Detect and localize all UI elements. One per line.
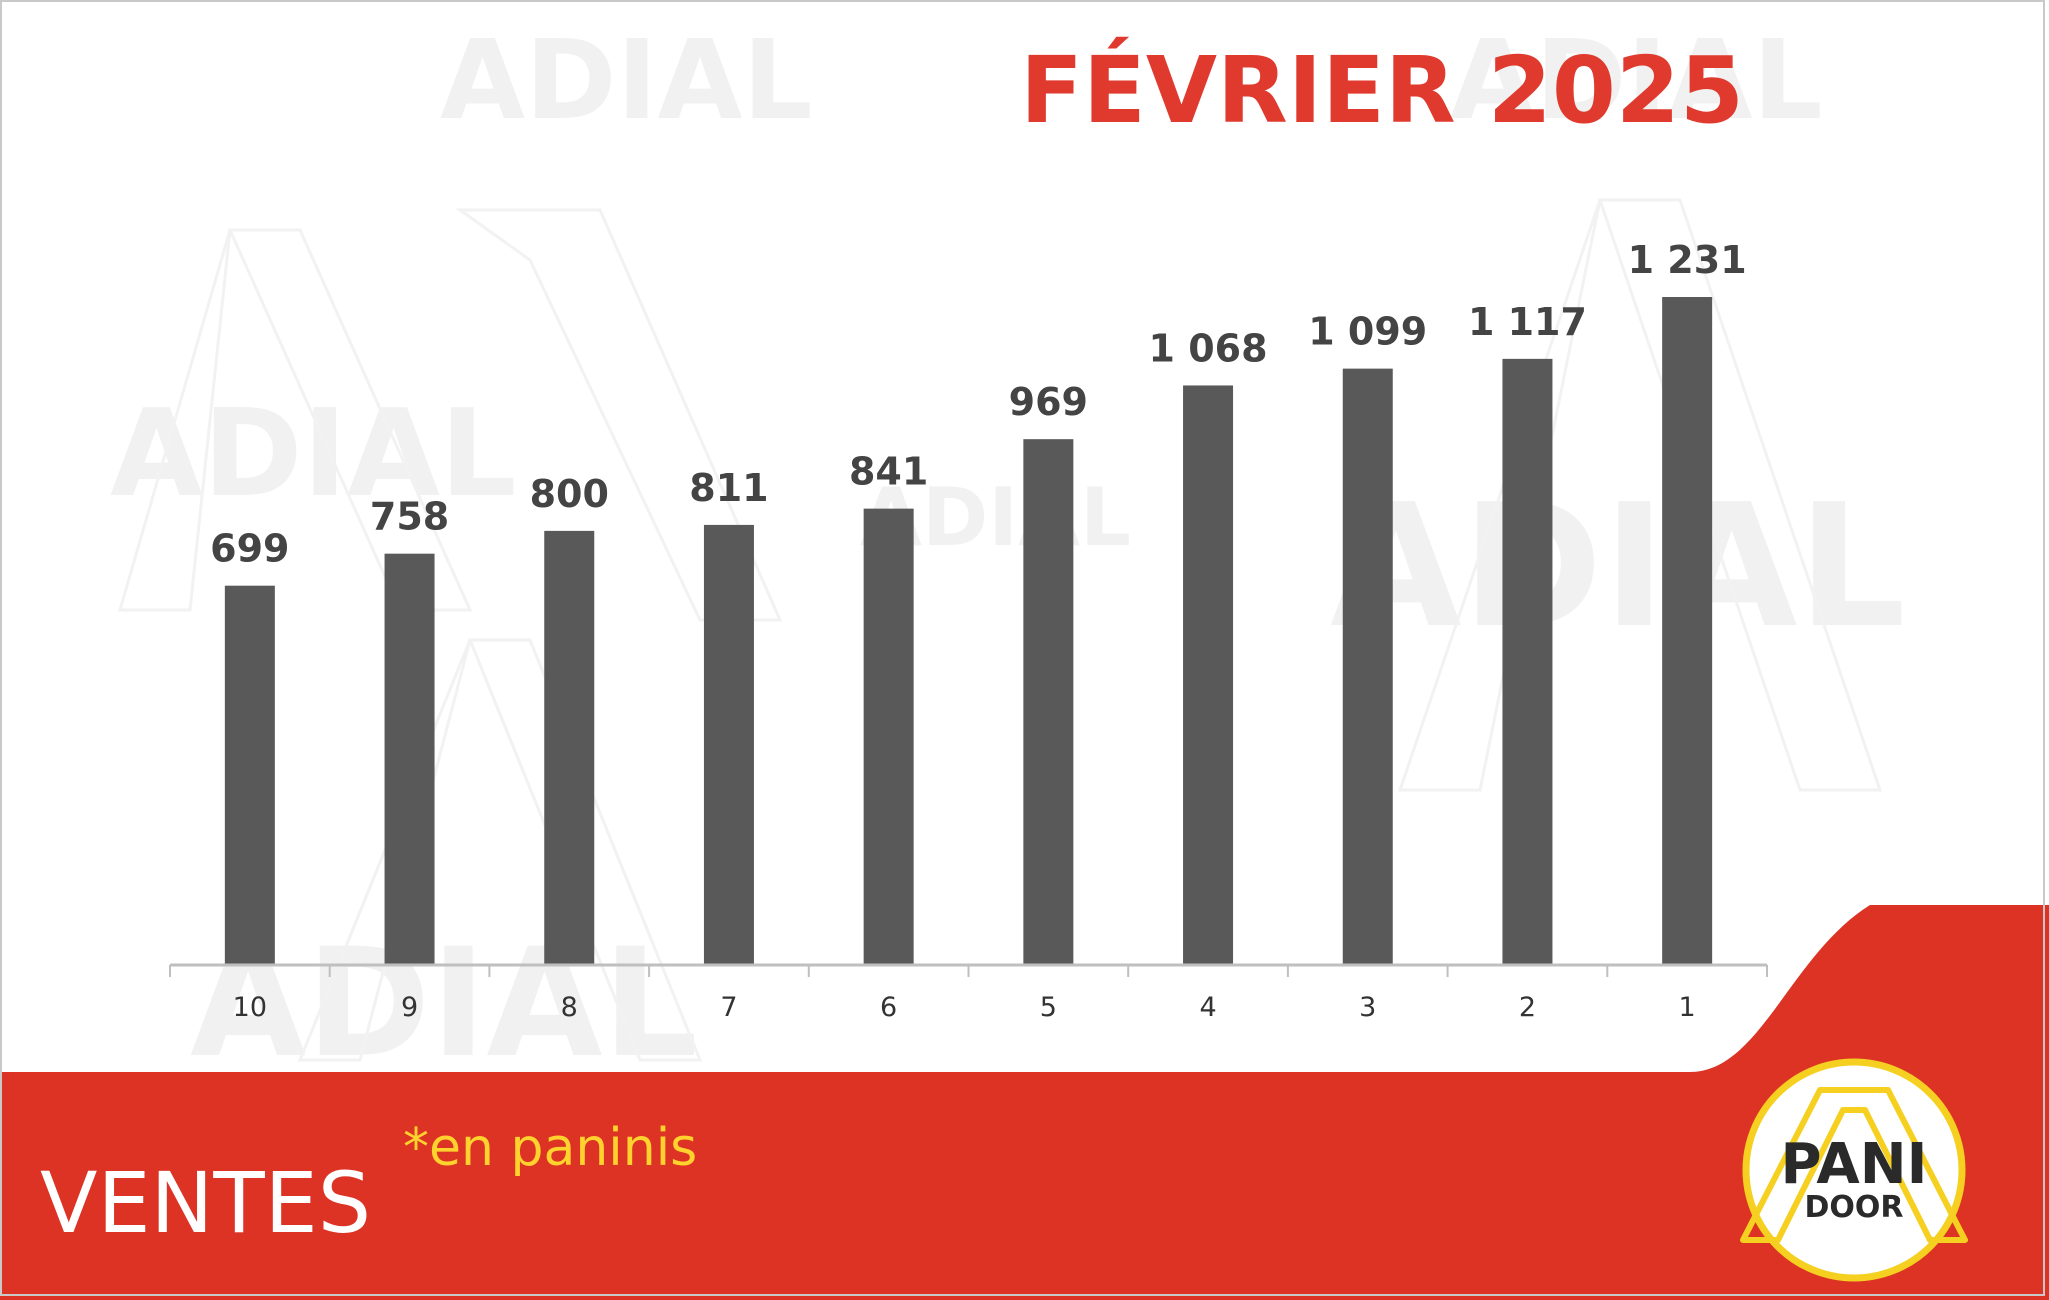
bar <box>703 524 754 965</box>
x-tick-label: 1 <box>1679 992 1696 1023</box>
bar <box>384 553 435 965</box>
bar-value-label: 1 231 <box>1628 238 1747 282</box>
bar <box>863 508 914 965</box>
footer-banner <box>0 905 2049 1300</box>
logo-text-top: PANI <box>1781 1132 1928 1197</box>
bar <box>1662 297 1713 965</box>
x-tick-label: 2 <box>1519 992 1536 1023</box>
bar-value-label: 811 <box>689 466 768 510</box>
x-tick-label: 5 <box>1040 992 1057 1023</box>
x-tick-label: 3 <box>1359 992 1376 1023</box>
watermark-text: ADIAL <box>1330 468 1906 666</box>
watermark-layer: ADIAL ADIAL ADIAL ADIAL ADIAL ADIAL <box>110 16 1906 1091</box>
x-tick-label: 7 <box>720 992 737 1023</box>
bar <box>544 530 595 965</box>
logo-ring <box>1742 1058 1966 1282</box>
bar <box>1023 439 1074 965</box>
logo-a-shape <box>1740 1087 1968 1243</box>
watermark-text: ADIAL <box>440 16 813 144</box>
x-tick-label: 8 <box>561 992 578 1023</box>
x-axis-tick-group <box>169 965 1768 977</box>
bar <box>1183 385 1234 965</box>
bar-value-label: 699 <box>210 527 289 571</box>
watermark-logo-shape <box>118 228 473 612</box>
footer-label: VENTES <box>40 1154 371 1252</box>
bar-group <box>224 297 1713 965</box>
bar <box>224 585 275 965</box>
footer-note: *en paninis <box>403 1118 697 1178</box>
bar-value-label: 1 117 <box>1468 300 1587 344</box>
chart-title: FÉVRIER 2025 <box>1020 36 1744 144</box>
bar <box>1502 358 1553 965</box>
watermark-text: ADIAL <box>110 385 516 524</box>
value-label-group: 699 758 800 811 841 969 1 068 1 099 1 117 1 231 <box>210 238 1746 571</box>
bar-value-label: 841 <box>849 450 928 494</box>
logo-text-bottom: DOOR <box>1804 1190 1903 1225</box>
x-tick-label: 9 <box>401 992 418 1023</box>
x-axis-label-group: 10 9 8 7 6 5 4 3 2 1 <box>233 992 1696 1023</box>
watermark-text: ADIAL <box>1450 16 1823 144</box>
x-tick-label: 4 <box>1199 992 1216 1023</box>
bar-value-label: 1 068 <box>1149 326 1268 370</box>
bar-value-label: 758 <box>370 495 449 539</box>
bar-value-label: 800 <box>530 472 609 516</box>
x-tick-label: 10 <box>233 992 267 1023</box>
pani-door-logo: PANI DOOR <box>1740 1058 1968 1282</box>
bar-value-label: 1 099 <box>1308 310 1427 354</box>
bar <box>1342 368 1393 965</box>
bar-value-label: 969 <box>1009 380 1088 424</box>
x-tick-label: 6 <box>880 992 897 1023</box>
